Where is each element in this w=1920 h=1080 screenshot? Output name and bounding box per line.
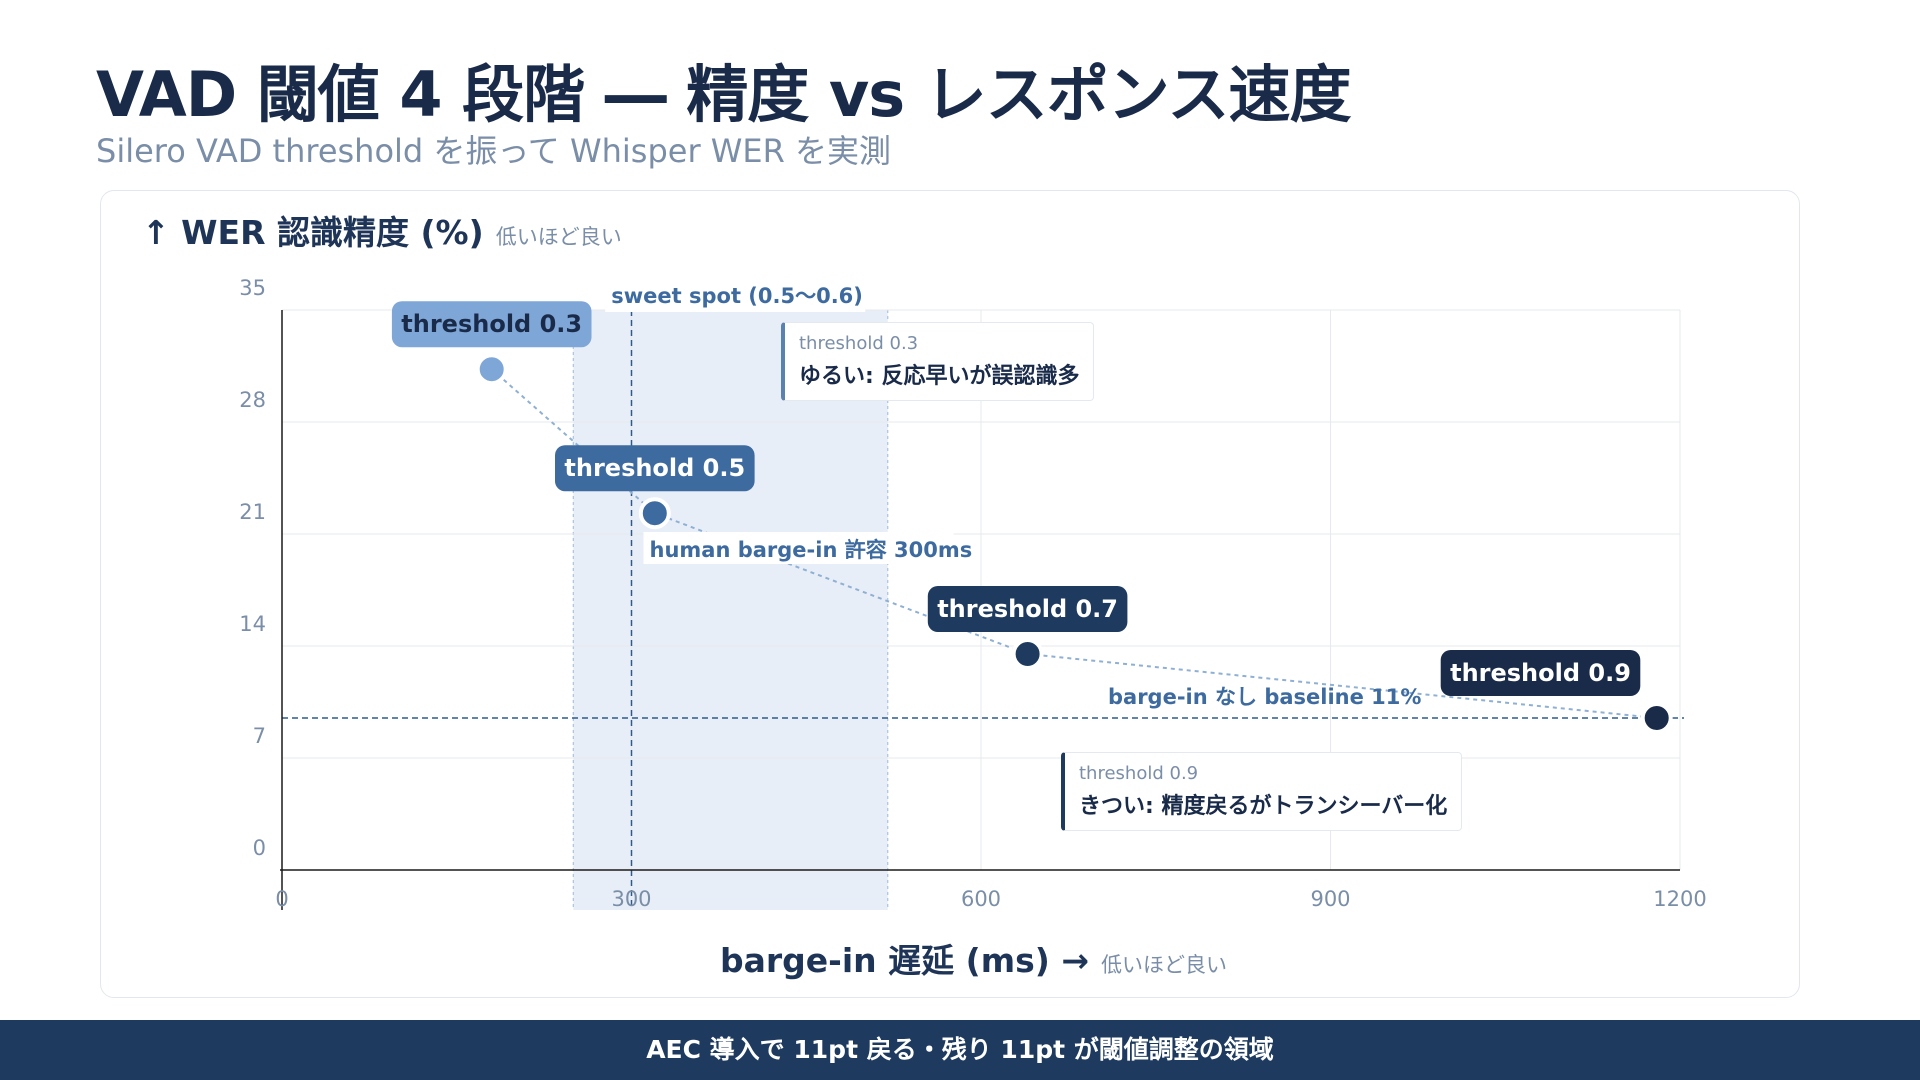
y-tick-label: 0 bbox=[253, 836, 266, 860]
point-label: threshold 0.9 bbox=[1450, 659, 1631, 687]
x-axis-title: barge-in 遅延 (ms) → 低いほど良い bbox=[720, 934, 1227, 982]
x-tick-label: 900 bbox=[1310, 887, 1350, 911]
baseline-label: barge-in なし baseline 11% bbox=[1108, 685, 1421, 709]
sweet-spot-label: sweet spot (0.5〜0.6) bbox=[611, 284, 863, 308]
y-tick-label: 35 bbox=[239, 276, 266, 300]
vline-label: human barge-in 許容 300ms bbox=[650, 538, 973, 562]
point-label: threshold 0.3 bbox=[401, 310, 582, 338]
callout-loose-title: threshold 0.3 bbox=[799, 333, 919, 354]
data-point bbox=[475, 353, 508, 386]
y-axis-label: ↑ WER 認識精度 (%) bbox=[142, 213, 484, 252]
y-tick-label: 21 bbox=[239, 500, 266, 524]
callout-strict: threshold 0.9 きつい: 精度戻るがトランシーバー化 bbox=[1061, 752, 1463, 831]
x-tick-label: 600 bbox=[961, 887, 1001, 911]
footer-banner: AEC 導入で 11pt 戻る・残り 11pt が閾値調整の領域 bbox=[0, 1020, 1920, 1080]
data-point bbox=[638, 497, 671, 530]
data-point bbox=[1011, 638, 1044, 670]
point-label-pill bbox=[391, 301, 592, 348]
x-axis-note: 低いほど良い bbox=[1100, 953, 1227, 977]
point-label-pill bbox=[1440, 650, 1641, 696]
point-label: threshold 0.7 bbox=[937, 595, 1118, 623]
sweet-spot-label-bg bbox=[605, 280, 866, 312]
callout-loose: threshold 0.3 ゆるい: 反応早いが誤認識多 bbox=[781, 322, 1095, 401]
point-label-pill bbox=[927, 586, 1128, 632]
y-tick-label: 14 bbox=[239, 612, 266, 636]
page-title: VAD 閾値 4 段階 ― 精度 vs レスポンス速度 bbox=[96, 58, 1352, 131]
callout-strict-text: きつい: 精度戻るがトランシーバー化 bbox=[1079, 794, 1448, 819]
point-label: threshold 0.5 bbox=[564, 454, 745, 482]
y-tick-label: 28 bbox=[239, 388, 266, 412]
page-subtitle: Silero VAD threshold を振って Whisper WER を実… bbox=[96, 132, 892, 170]
x-tick-label: 0 bbox=[275, 887, 288, 911]
y-axis-title: ↑ WER 認識精度 (%) 低いほど良い bbox=[142, 206, 622, 254]
x-axis-label: barge-in 遅延 (ms) → bbox=[720, 941, 1089, 980]
x-tick-label: 300 bbox=[611, 887, 651, 911]
vline-label-bg bbox=[643, 532, 954, 564]
y-tick-label: 7 bbox=[253, 724, 266, 748]
callout-loose-text: ゆるい: 反応早いが誤認識多 bbox=[799, 364, 1080, 389]
data-point bbox=[1640, 702, 1673, 734]
series-path bbox=[491, 368, 1657, 719]
sweet-spot-band bbox=[573, 310, 888, 910]
callout-strict-title: threshold 0.9 bbox=[1079, 763, 1199, 784]
y-axis-note: 低いほど良い bbox=[495, 225, 622, 249]
point-label-pill bbox=[555, 445, 755, 492]
x-tick-label: 1200 bbox=[1653, 887, 1706, 911]
